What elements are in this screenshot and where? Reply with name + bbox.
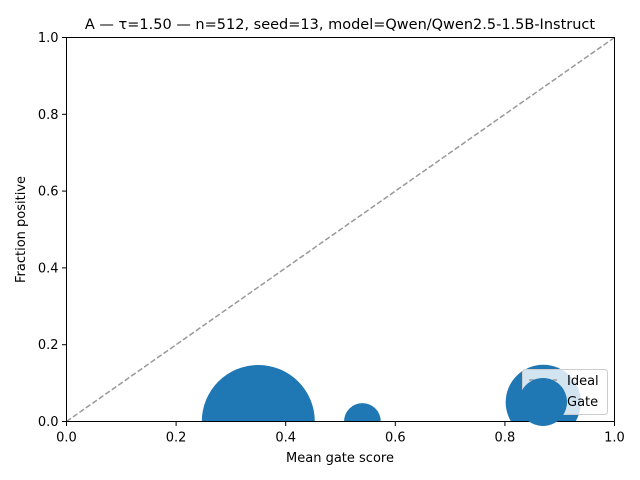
y-tick-label: 0.6: [38, 185, 59, 200]
chart-title: A — τ=1.50 — n=512, seed=13, model=Qwen/…: [85, 17, 595, 33]
x-axis-label: Mean gate score: [286, 451, 394, 466]
plot-frame: [66, 37, 615, 422]
y-tick-label: 0.0: [38, 415, 59, 430]
x-tick-label: 0.2: [166, 431, 187, 446]
gate-point-2: [344, 403, 381, 422]
legend-ideal-label: Ideal: [567, 374, 599, 389]
ideal-line-layer: [66, 37, 615, 422]
y-tick-label: 0.8: [38, 108, 59, 123]
legend: Ideal Gate: [519, 369, 608, 426]
y-axis-label: Fraction positive: [14, 176, 29, 283]
y-tick-label: 0.4: [38, 261, 59, 276]
y-axis-ticks: 0.0 0.2 0.4 0.6 0.8 1.0: [38, 31, 67, 430]
y-tick-label: 0.2: [38, 338, 59, 353]
x-tick-label: 1.0: [604, 431, 625, 446]
x-tick-label: 0.4: [275, 431, 296, 446]
x-tick-label: 0.6: [385, 431, 406, 446]
x-axis-ticks: 0.0 0.2 0.4 0.6 0.8 1.0: [56, 421, 625, 446]
x-tick-label: 0.8: [495, 431, 516, 446]
x-tick-label: 0.0: [56, 431, 77, 446]
legend-gate-label: Gate: [567, 395, 598, 410]
legend-gate-swatch: [519, 378, 567, 426]
ideal-line: [66, 37, 615, 422]
gate-point-1: [201, 365, 315, 422]
y-tick-label: 1.0: [38, 31, 59, 46]
